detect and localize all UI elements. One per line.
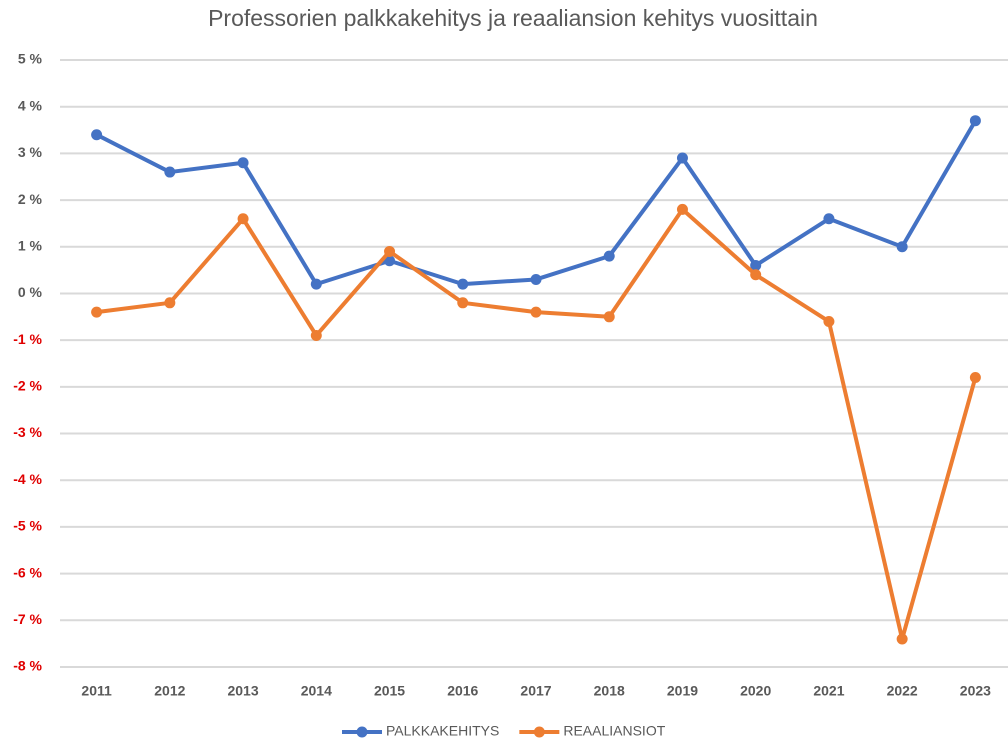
legend-label: PALKKAKEHITYS <box>386 723 499 739</box>
y-tick-label: -6 % <box>13 564 42 580</box>
data-point <box>969 372 981 384</box>
data-point <box>823 213 835 225</box>
data-point <box>969 115 981 127</box>
data-point <box>237 213 249 225</box>
y-tick-label: 4 % <box>18 97 43 113</box>
legend-label: REAALIANSIOT <box>563 723 665 739</box>
y-tick-label: -2 % <box>13 378 42 394</box>
x-tick-label: 2014 <box>301 683 332 699</box>
x-tick-label: 2013 <box>227 683 258 699</box>
x-tick-label: 2015 <box>374 683 405 699</box>
x-tick-label: 2021 <box>813 683 844 699</box>
data-point <box>457 278 469 290</box>
x-tick-label: 2019 <box>667 683 698 699</box>
data-point <box>384 255 396 267</box>
y-tick-label: -3 % <box>13 424 42 440</box>
data-point <box>823 315 835 327</box>
data-point <box>164 166 176 178</box>
x-tick-label: 2018 <box>594 683 625 699</box>
y-tick-label: 1 % <box>18 237 43 253</box>
data-point <box>384 245 396 257</box>
x-tick-label: 2011 <box>81 683 112 699</box>
data-point <box>91 306 103 318</box>
x-tick-label: 2023 <box>960 683 991 699</box>
data-point <box>310 329 322 341</box>
data-point <box>896 633 908 645</box>
data-point <box>164 297 176 309</box>
data-point <box>603 311 615 323</box>
data-point <box>530 306 542 318</box>
y-tick-label: 0 % <box>18 284 43 300</box>
x-tick-label: 2012 <box>154 683 185 699</box>
x-tick-label: 2017 <box>520 683 551 699</box>
y-tick-label: -1 % <box>13 331 42 347</box>
data-point <box>603 250 615 262</box>
data-point <box>896 241 908 253</box>
data-point <box>750 259 762 271</box>
legend-marker <box>356 726 368 738</box>
x-tick-label: 2016 <box>447 683 478 699</box>
y-tick-label: -5 % <box>13 518 42 534</box>
data-point <box>750 269 762 281</box>
data-point <box>457 297 469 309</box>
y-tick-label: -7 % <box>13 611 42 627</box>
data-point <box>310 278 322 290</box>
y-tick-label: -8 % <box>13 658 42 674</box>
y-tick-label: -4 % <box>13 471 42 487</box>
data-point <box>530 273 542 285</box>
x-tick-label: 2022 <box>887 683 918 699</box>
data-point <box>676 203 688 215</box>
data-point <box>676 152 688 164</box>
y-tick-label: 5 % <box>18 51 43 67</box>
data-point <box>91 129 103 141</box>
y-tick-label: 2 % <box>18 191 43 207</box>
chart-title: Professorien palkkakehitys ja reaaliansi… <box>208 5 818 31</box>
y-tick-label: 3 % <box>18 144 43 160</box>
series-line <box>95 119 978 287</box>
legend-marker <box>533 726 545 738</box>
x-tick-label: 2020 <box>740 683 771 699</box>
data-point <box>237 157 249 169</box>
